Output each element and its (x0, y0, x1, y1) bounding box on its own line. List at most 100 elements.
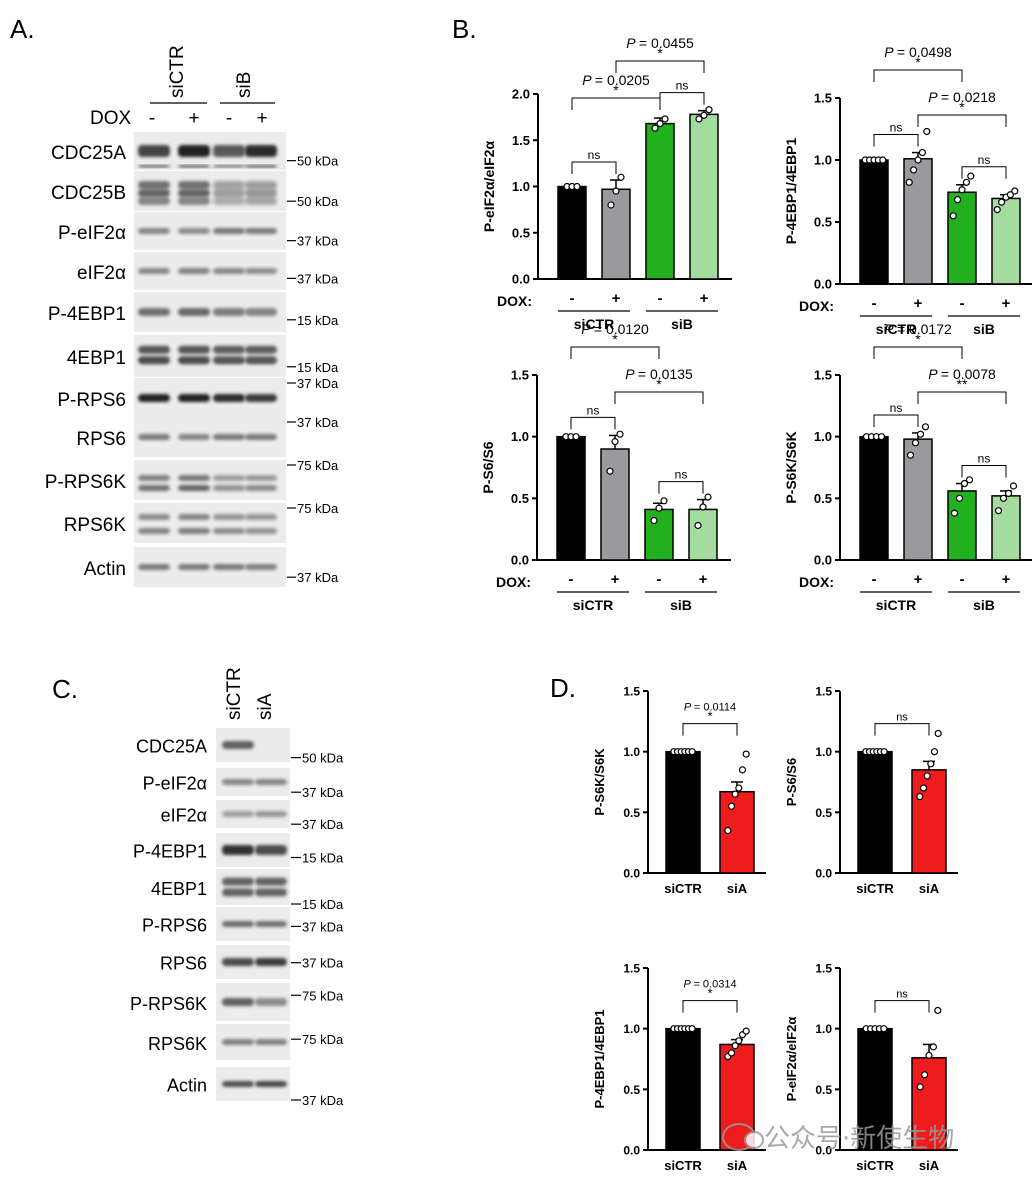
treatment-sign: + (914, 571, 923, 588)
significance-bracket (873, 414, 919, 427)
blot-band (138, 356, 170, 365)
data-point (920, 1071, 929, 1079)
data-point (934, 1006, 942, 1015)
data-point (965, 476, 974, 484)
blot-band (213, 434, 245, 440)
data-point (953, 196, 962, 204)
wechat-icon (722, 1123, 764, 1151)
blot-band (178, 228, 210, 234)
y-tick-label: 0.0 (623, 867, 640, 881)
blot-band (213, 228, 245, 234)
data-point (919, 784, 928, 792)
bar-chart-b4: 0.0 0.5 1.0 1.5 P-S6K/S6K DOX: - + - + siCTR siB ns n… (783, 321, 1032, 613)
y-axis-label: P-S6K/S6K (592, 748, 607, 816)
blot-band (245, 189, 277, 197)
blot-label: P-eIF2α (143, 773, 207, 793)
data-point (742, 1027, 750, 1035)
blot-band (178, 165, 210, 168)
treatment-sign: + (914, 295, 923, 312)
bar (665, 1027, 701, 1151)
blot-band (178, 197, 210, 205)
blot-band (245, 268, 277, 274)
blot-band (255, 958, 287, 966)
data-point (923, 127, 931, 136)
blot-label: CDC25B (51, 183, 126, 204)
p-symbol: P (684, 702, 694, 714)
data-point (727, 1049, 736, 1057)
bar-charts: 0.0 0.5 1.0 1.5 2.0 P-eIF2α/eIF2α DOX: - + - + siCT… (480, 35, 1032, 1173)
blot-band (222, 921, 254, 927)
blot-band (138, 434, 170, 440)
blot-band (213, 564, 245, 570)
treatment-sign: - (960, 571, 965, 588)
significance-label: ns (896, 989, 908, 1001)
blot-band (178, 145, 210, 157)
significance-bracket (874, 723, 930, 736)
marker-label: 75 kDa (302, 988, 344, 1003)
blot-label: 4EBP1 (67, 348, 126, 369)
y-tick-label: 1.5 (815, 962, 832, 976)
blot-label: RPS6K (148, 1034, 207, 1054)
blot-band (138, 228, 170, 234)
marker-label: 75 kDa (297, 458, 339, 473)
y-tick-label: 0.0 (511, 553, 529, 568)
data-point (573, 182, 581, 191)
y-tick-label: 0.5 (814, 491, 832, 506)
data-point (962, 178, 971, 186)
y-tick-label: 0.5 (511, 491, 529, 506)
data-point (916, 1083, 924, 1091)
marker-label: 75 kDa (297, 501, 339, 516)
data-point (1011, 187, 1019, 195)
y-tick-label: 1.5 (814, 91, 832, 106)
dox-sign: - (149, 108, 155, 129)
data-point (967, 172, 975, 180)
blot-band (138, 189, 170, 197)
blot-band (222, 888, 254, 897)
data-point (918, 148, 927, 157)
blot-band (245, 475, 277, 481)
blot-band (178, 394, 210, 402)
blot-band (222, 1081, 254, 1087)
blot-band (255, 811, 287, 817)
data-point (735, 1037, 743, 1045)
data-point (699, 503, 707, 511)
group-label: siCTR (574, 316, 614, 332)
significance-bracket (571, 97, 661, 110)
p-value-label: P = 0.0172 (884, 321, 952, 337)
data-point (916, 430, 925, 438)
significance-label: ns (896, 712, 908, 724)
y-tick-label: 1.0 (815, 745, 832, 759)
p-value: = 0.0205 (595, 72, 650, 88)
blot-band (178, 356, 210, 365)
treatment-label: DOX: (799, 574, 834, 590)
significance-bracket (570, 346, 660, 359)
significance-bracket (874, 1000, 930, 1013)
data-point (929, 1043, 938, 1051)
treatment-sign: - (570, 290, 575, 307)
blot-band (222, 958, 254, 966)
blot-band (222, 998, 254, 1006)
bar (857, 750, 893, 874)
blot-band (178, 189, 210, 197)
blot-band (178, 514, 210, 520)
blot-band (138, 181, 170, 189)
p-symbol: P (683, 979, 693, 991)
data-point (880, 748, 888, 756)
p-value-label: P = 0.0135 (625, 366, 693, 382)
blot-band (245, 228, 277, 234)
y-axis-label: P-4EBP1/4EBP1 (783, 137, 799, 244)
blot-label: P-RPS6K (130, 994, 207, 1014)
marker-label: 37 kDa (297, 376, 339, 391)
marker-label: 37 kDa (302, 817, 344, 832)
blot-band (178, 528, 210, 534)
marker-label: 50 kDa (302, 751, 344, 766)
y-axis-label: P-4EBP1/4EBP1 (592, 1010, 607, 1109)
significance-label: * (915, 54, 921, 70)
significance-bracket (917, 114, 1007, 127)
y-tick-label: 1.0 (814, 429, 832, 444)
p-value: = 0.0078 (941, 366, 996, 382)
data-point (612, 187, 620, 195)
lane-label-sia: siA (255, 693, 276, 720)
bar (644, 508, 674, 561)
data-point (742, 750, 750, 758)
